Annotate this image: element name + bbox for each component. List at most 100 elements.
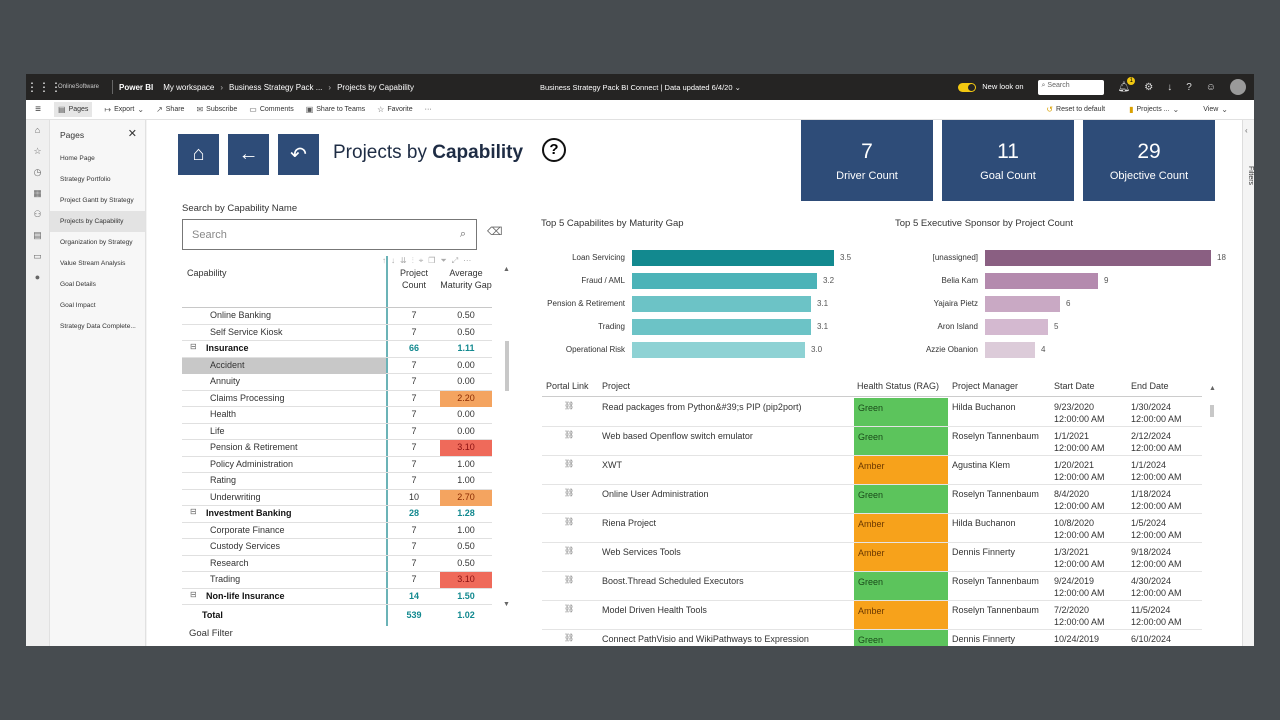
learn-icon[interactable]: ▤	[33, 230, 42, 240]
matrix-row[interactable]: Underwriting 10 2.70	[182, 489, 492, 506]
matrix-row[interactable]: Self Service Kiosk 7 0.50	[182, 325, 492, 341]
link-icon[interactable]: ⛓	[564, 575, 575, 584]
shared-icon[interactable]: ⚇	[33, 209, 42, 219]
page-item-projects-by-capability[interactable]: Projects by Capability	[50, 211, 145, 232]
bar[interactable]	[632, 250, 834, 266]
expand-icon[interactable]: ⇊	[400, 256, 412, 265]
focus-icon[interactable]: ⤢	[451, 256, 464, 265]
column-header-health[interactable]: Health Status (RAG)	[857, 381, 940, 391]
pages-button[interactable]: ▤ Pages	[54, 102, 93, 117]
table-row[interactable]: ⛓ XWT Amber Agustina Klem 1/20/2021 12:00:00 …	[542, 456, 1202, 485]
hamburger-icon[interactable]: ≡	[35, 104, 41, 115]
page-item-value-stream[interactable]: Value Stream Analysis	[60, 260, 126, 267]
matrix-group-row[interactable]: ⊟ Non-life Insurance 14 1.50	[182, 589, 492, 605]
matrix-row[interactable]: Annuity 7 0.00	[182, 374, 492, 391]
export-button[interactable]: ↦ Export ⌄	[104, 105, 144, 114]
pin-icon[interactable]: ⌖	[418, 256, 429, 265]
filters-label[interactable]: Filters	[1247, 166, 1254, 186]
subscribe-button[interactable]: ✉ Subscribe	[196, 105, 237, 114]
collapse-icon[interactable]: ⊟	[190, 342, 197, 351]
eraser-icon[interactable]: ⌫	[487, 226, 503, 238]
more-icon[interactable]: ⋯	[463, 256, 477, 265]
link-icon[interactable]: ⛓	[564, 459, 575, 468]
workspaces-icon[interactable]: ▭	[33, 251, 42, 261]
link-icon[interactable]: ⛓	[564, 517, 575, 526]
table-scrollbar[interactable]: ▲	[1209, 385, 1216, 645]
matrix-row[interactable]: Policy Administration 7 1.00	[182, 457, 492, 473]
share-teams-button[interactable]: ▣ Share to Teams	[306, 105, 365, 114]
bar[interactable]	[985, 319, 1048, 335]
link-icon[interactable]: ⛓	[564, 488, 575, 497]
capability-search-input[interactable]: Search ⌕	[182, 219, 477, 250]
help-circle-icon[interactable]: ?	[542, 138, 566, 162]
new-look-toggle[interactable]: New look on	[958, 82, 1024, 92]
column-header-project-count[interactable]: Project Count	[399, 268, 428, 290]
matrix-row[interactable]: Pension & Retirement 7 3.10	[182, 440, 492, 457]
matrix-row[interactable]: Accident 7 0.00	[182, 357, 492, 374]
bar[interactable]	[985, 342, 1035, 358]
link-icon[interactable]: ⛓	[564, 401, 575, 410]
matrix-row[interactable]: Health 7 0.00	[182, 407, 492, 424]
link-icon[interactable]: ⛓	[564, 546, 575, 555]
undo-button[interactable]: ↶	[278, 134, 319, 175]
favorites-icon[interactable]: ☆	[33, 146, 42, 156]
feedback-icon[interactable]: ☺	[1205, 81, 1216, 93]
column-header-maturity-gap[interactable]: Average Maturity Gap	[440, 268, 492, 290]
back-button[interactable]: ←	[228, 134, 269, 175]
page-item-strategy-data[interactable]: Strategy Data Complete...	[60, 323, 136, 330]
column-header-capability[interactable]: Capability	[187, 268, 227, 278]
breadcrumb-app[interactable]: Business Strategy Pack ...	[229, 82, 323, 92]
home-button[interactable]: ⌂	[178, 134, 219, 175]
matrix-row[interactable]: Claims Processing 7 2.20	[182, 390, 492, 407]
sort-up-icon[interactable]: ↑	[382, 256, 391, 265]
column-header-project[interactable]: Project	[602, 381, 631, 391]
breadcrumb-page[interactable]: Projects by Capability	[337, 82, 414, 92]
table-row[interactable]: ⛓ Boost.Thread Scheduled Executors Green Ro…	[542, 572, 1202, 601]
copy-icon[interactable]: ❐	[428, 256, 441, 265]
filters-pane[interactable]: ‹	[1242, 120, 1254, 646]
table-row[interactable]: ⛓ Web based Openflow switch emulator Green…	[542, 427, 1202, 456]
scroll-thumb[interactable]	[505, 341, 509, 391]
app-launcher-icon[interactable]: ⋮⋮⋮	[26, 80, 62, 94]
link-icon[interactable]: ⛓	[564, 633, 575, 642]
home-icon[interactable]: ⌂	[34, 125, 41, 135]
report-info[interactable]: Business Strategy Pack BI Connect | Data…	[540, 83, 741, 92]
page-item-organization[interactable]: Organization by Strategy	[60, 239, 133, 246]
filter-icon[interactable]: ⏷	[440, 256, 452, 265]
bar[interactable]	[985, 296, 1060, 312]
share-button[interactable]: ↗ Share	[156, 105, 184, 114]
help-icon[interactable]: ?	[1186, 81, 1192, 93]
gear-icon[interactable]: ⚙	[1144, 81, 1154, 93]
matrix-row[interactable]: Rating 7 1.00	[182, 473, 492, 490]
page-item-strategy-portfolio[interactable]: Strategy Portfolio	[60, 176, 111, 183]
column-header-end[interactable]: End Date	[1131, 381, 1169, 391]
reset-button[interactable]: ↺ Reset to default	[1046, 105, 1105, 114]
scroll-up-icon[interactable]: ▲	[1209, 385, 1216, 392]
view-button[interactable]: View ⌄	[1203, 105, 1228, 114]
table-row[interactable]: ⛓ Riena Project Amber Hilda Buchanon 10/8/20…	[542, 514, 1202, 543]
table-row[interactable]: ⛓ Model Driven Health Tools Amber Roselyn T…	[542, 601, 1202, 630]
recent-icon[interactable]: ◷	[33, 167, 42, 177]
matrix-group-row[interactable]: ⊟ Investment Banking 28 1.28	[182, 506, 492, 523]
column-header-start[interactable]: Start Date	[1054, 381, 1095, 391]
drill-icon[interactable]: ⫶	[411, 256, 419, 265]
bar[interactable]	[985, 273, 1098, 289]
bar[interactable]	[985, 250, 1211, 266]
link-icon[interactable]: ⛓	[564, 430, 575, 439]
link-icon[interactable]: ⛓	[564, 604, 575, 613]
table-row[interactable]: ⛓ Connect PathVisio and WikiPathways to E…	[542, 630, 1202, 646]
scroll-thumb[interactable]	[1210, 405, 1214, 417]
matrix-group-row[interactable]: ⊟ Insurance 66 1.11	[182, 341, 492, 358]
breadcrumb-workspace[interactable]: My workspace	[163, 82, 215, 92]
matrix-row[interactable]: Life 7 0.00	[182, 424, 492, 440]
favorite-button[interactable]: ☆ Favorite	[377, 105, 412, 114]
download-icon[interactable]: ↓	[1167, 81, 1173, 93]
bar[interactable]	[632, 319, 811, 335]
scroll-down-icon[interactable]: ▼	[503, 601, 510, 608]
toggle-switch[interactable]	[958, 82, 977, 92]
collapse-icon[interactable]: ⊟	[190, 507, 197, 516]
matrix-row[interactable]: Trading 7 3.10	[182, 572, 492, 589]
avatar[interactable]	[1230, 79, 1246, 95]
matrix-scrollbar[interactable]: ▲ ▼	[503, 266, 511, 611]
table-row[interactable]: ⛓ Read packages from Python&#39;s PIP (pi…	[542, 398, 1202, 427]
